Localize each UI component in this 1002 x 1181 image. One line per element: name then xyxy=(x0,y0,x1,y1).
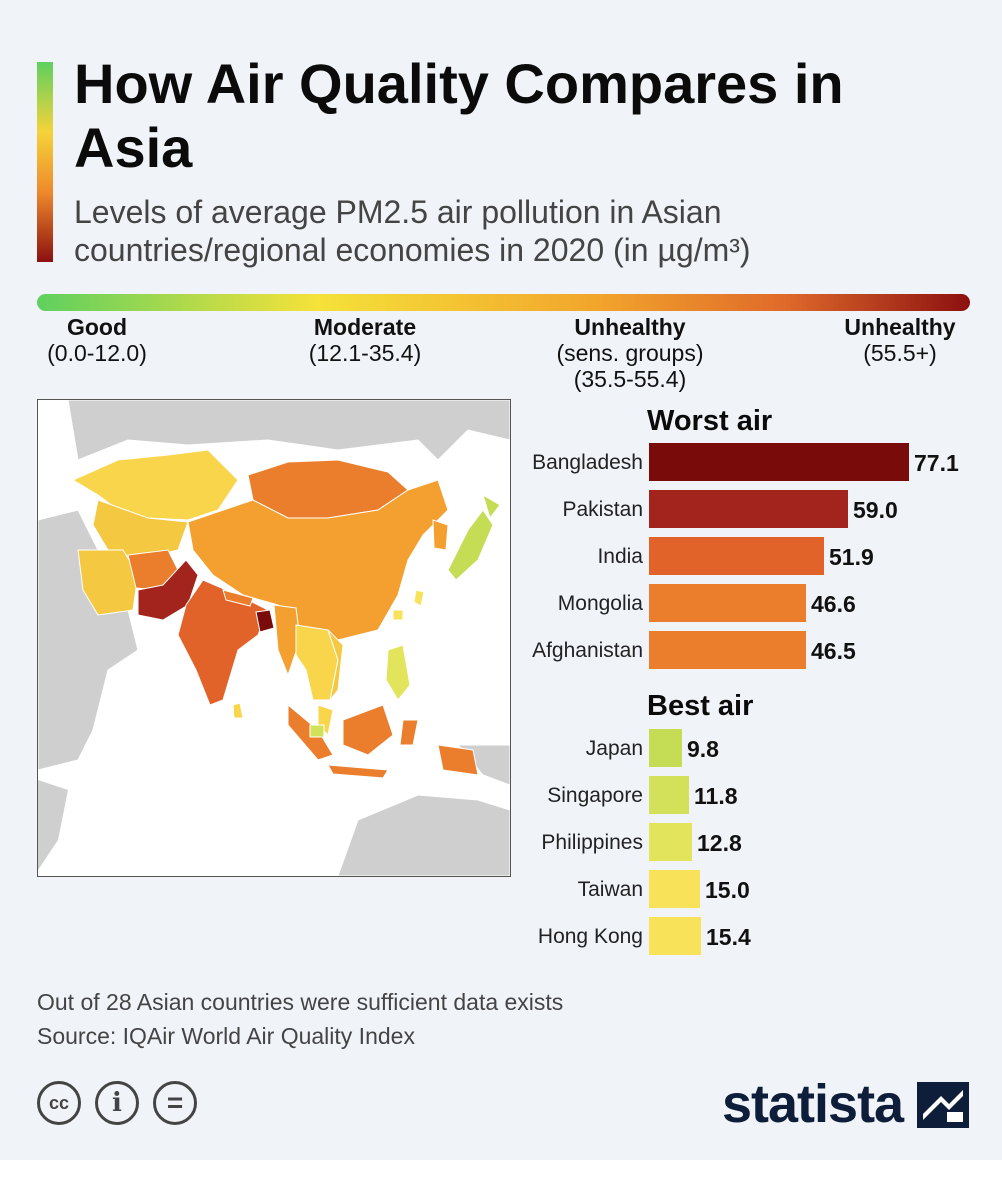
attribution-icon[interactable]: i xyxy=(95,1081,139,1125)
creative-commons-icon[interactable]: cc xyxy=(37,1081,81,1125)
footnote: Out of 28 Asian countries were sufficien… xyxy=(37,989,564,1015)
map-land-grey-australia xyxy=(337,794,510,876)
bar-value-label: 46.6 xyxy=(811,591,856,617)
scale-label-moderate: Moderate (12.1-35.4) xyxy=(290,314,440,366)
bar-label: Japan xyxy=(585,737,643,760)
scale-range: (0.0-12.0) xyxy=(47,340,147,366)
bar-value-label: 46.5 xyxy=(811,638,856,664)
map-region-taiwan xyxy=(413,589,425,607)
scale-label-unhealthy-sensitive: Unhealthy (sens. groups) (35.5-55.4) xyxy=(530,314,730,392)
title-accent-bar xyxy=(37,62,53,262)
bar xyxy=(649,729,682,767)
bar xyxy=(649,584,806,622)
map-land-grey-north xyxy=(67,400,510,461)
map-region-bangladesh xyxy=(255,609,275,633)
map-region-pakistan xyxy=(137,559,199,621)
scale-name: Unhealthy xyxy=(574,314,686,340)
map-land-grey-africa xyxy=(38,780,68,870)
map-region-nepal xyxy=(222,589,254,607)
map-region-sulawesi xyxy=(399,719,419,746)
statista-wordmark: statista xyxy=(722,1074,904,1134)
bar-value-label: 77.1 xyxy=(914,450,959,476)
scale-range: (35.5-55.4) xyxy=(573,366,687,392)
bar-value-label: 11.8 xyxy=(694,783,738,809)
best-air-title: Best air xyxy=(647,690,754,722)
scale-name: Unhealthy xyxy=(844,314,956,340)
scale-range: (sens. groups) xyxy=(556,340,704,366)
bar-label: India xyxy=(597,545,643,568)
footer-notes: Out of 28 Asian countries were sufficien… xyxy=(37,985,563,1053)
bar-label: Hong Kong xyxy=(537,925,643,948)
bar-value-label: 59.0 xyxy=(853,497,898,523)
map-region-sri-lanka xyxy=(232,702,244,719)
scale-range: (12.1-35.4) xyxy=(308,340,422,366)
map-region-singapore xyxy=(309,724,325,738)
bar-label: Bangladesh xyxy=(532,451,643,474)
scale-range: (55.5+) xyxy=(863,340,937,366)
worst-air-title: Worst air xyxy=(647,405,773,437)
subtitle: Levels of average PM2.5 air pollution in… xyxy=(74,194,751,268)
bar-value-label: 15.0 xyxy=(705,877,750,903)
bar-label: Taiwan xyxy=(577,878,643,901)
bar-label: Philippines xyxy=(541,831,643,854)
bar xyxy=(649,631,806,669)
bar xyxy=(649,870,700,908)
bar-label: Singapore xyxy=(547,784,643,807)
asia-pollution-map xyxy=(37,399,511,877)
map-svg xyxy=(38,400,510,876)
map-region-korea xyxy=(432,519,449,551)
bar-label: Mongolia xyxy=(557,592,643,615)
bar-label: Afghanistan xyxy=(532,639,643,662)
bar xyxy=(649,823,692,861)
air-quality-scale-bar xyxy=(37,294,970,311)
map-region-borneo xyxy=(342,704,394,756)
map-region-iran xyxy=(77,549,139,616)
bar xyxy=(649,917,701,955)
no-derivatives-icon[interactable]: = xyxy=(153,1081,197,1125)
scale-label-good: Good (0.0-12.0) xyxy=(37,314,157,366)
bar xyxy=(649,490,848,528)
statista-logo-icon xyxy=(917,1082,969,1128)
bar-value-label: 9.8 xyxy=(687,736,719,762)
map-land-grey-west xyxy=(38,509,139,771)
map-region-japan xyxy=(447,509,494,581)
bar-value-label: 15.4 xyxy=(706,924,751,950)
bar xyxy=(649,443,909,481)
scale-label-unhealthy: Unhealthy (55.5+) xyxy=(830,314,970,366)
source-line: Source: IQAir World Air Quality Index xyxy=(37,1023,415,1049)
bar xyxy=(649,537,824,575)
map-region-papua xyxy=(437,744,479,776)
bar-label: Pakistan xyxy=(562,498,643,521)
page-title: How Air Quality Compares in Asia xyxy=(74,52,844,179)
bar-value-label: 51.9 xyxy=(829,544,874,570)
map-region-india xyxy=(177,579,269,706)
map-region-myanmar xyxy=(273,604,301,677)
map-region-vietnam xyxy=(327,629,344,701)
bar-value-label: 12.8 xyxy=(697,830,742,856)
scale-name: Moderate xyxy=(313,314,417,340)
map-region-java xyxy=(327,764,389,779)
bar xyxy=(649,776,689,814)
map-region-hong-kong xyxy=(392,609,404,621)
scale-name: Good xyxy=(66,314,128,340)
map-region-hokkaido xyxy=(482,493,501,520)
map-region-philippines xyxy=(385,644,411,701)
